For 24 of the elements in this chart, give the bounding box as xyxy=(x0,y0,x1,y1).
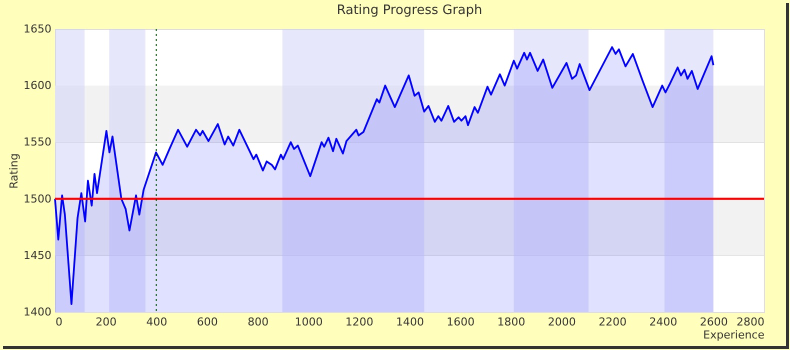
x-tick-label: 400 xyxy=(146,316,168,328)
y-tick-label: 1650 xyxy=(24,22,52,36)
y-tick-label: 1550 xyxy=(24,136,52,149)
x-tick-label: 2000 xyxy=(548,316,576,328)
x-tick-label: 1200 xyxy=(345,316,374,328)
y-tick-label: 1450 xyxy=(24,248,52,262)
x-tick-label: 1800 xyxy=(497,316,526,328)
x-tick-label: 1400 xyxy=(396,316,424,328)
x-tick-label: 2600 xyxy=(700,316,728,328)
y-axis-title: Rating xyxy=(8,153,21,189)
y-tick-label: 1500 xyxy=(24,192,52,206)
x-tick-label: 2400 xyxy=(649,316,678,328)
x-tick-label: 2800 xyxy=(736,316,764,328)
chart-title: Rating Progress Graph xyxy=(336,3,482,18)
x-tick-label: 1600 xyxy=(446,316,475,328)
x-tick-label: 1000 xyxy=(294,316,323,328)
y-tick-label: 1600 xyxy=(24,79,52,92)
x-tick-label: 600 xyxy=(196,316,218,328)
x-tick-label: 200 xyxy=(96,316,117,328)
x-axis-title: Experience xyxy=(703,328,765,342)
x-tick-label: 800 xyxy=(248,316,269,328)
x-tick-label: 2200 xyxy=(598,316,627,328)
x-tick-label: 0 xyxy=(56,316,62,328)
y-tick-label: 1400 xyxy=(24,306,52,318)
